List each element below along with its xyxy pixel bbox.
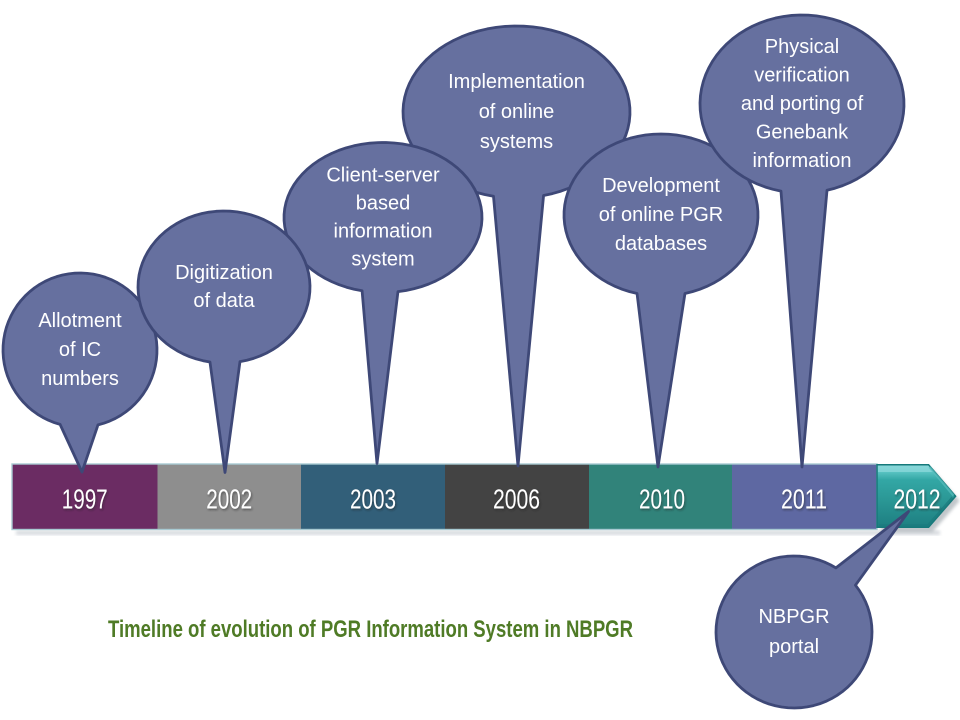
svg-text:2010: 2010	[639, 484, 685, 515]
svg-text:2006: 2006	[493, 484, 540, 515]
svg-text:of online PGR: of online PGR	[599, 204, 724, 226]
svg-text:Timeline of evolution of PGR I: Timeline of evolution of PGR Information…	[108, 616, 633, 643]
svg-text:and porting of: and porting of	[741, 93, 864, 115]
svg-text:of online: of online	[479, 101, 555, 123]
svg-text:information: information	[753, 150, 852, 172]
svg-text:of IC: of IC	[59, 339, 101, 361]
svg-text:information: information	[334, 221, 433, 243]
svg-text:2003: 2003	[350, 484, 396, 515]
svg-text:based: based	[356, 193, 411, 215]
svg-text:2011: 2011	[781, 484, 827, 515]
svg-text:Genebank: Genebank	[756, 122, 849, 144]
svg-text:Physical: Physical	[765, 36, 839, 58]
svg-text:verification: verification	[754, 65, 850, 87]
svg-text:Development: Development	[602, 175, 720, 197]
svg-text:NBPGR: NBPGR	[758, 606, 829, 628]
svg-text:of data: of data	[193, 290, 255, 312]
svg-text:Digitization: Digitization	[175, 262, 273, 284]
svg-text:2002: 2002	[206, 484, 252, 515]
svg-text:2012: 2012	[894, 484, 941, 515]
svg-text:Client-server: Client-server	[326, 165, 440, 187]
svg-text:system: system	[351, 249, 414, 271]
svg-text:Implementation: Implementation	[448, 71, 585, 93]
svg-text:Allotment: Allotment	[38, 310, 122, 332]
svg-text:systems: systems	[480, 131, 553, 153]
svg-text:portal: portal	[769, 636, 819, 658]
svg-text:numbers: numbers	[41, 368, 119, 390]
svg-text:1997: 1997	[62, 484, 108, 515]
svg-text:databases: databases	[615, 233, 707, 255]
